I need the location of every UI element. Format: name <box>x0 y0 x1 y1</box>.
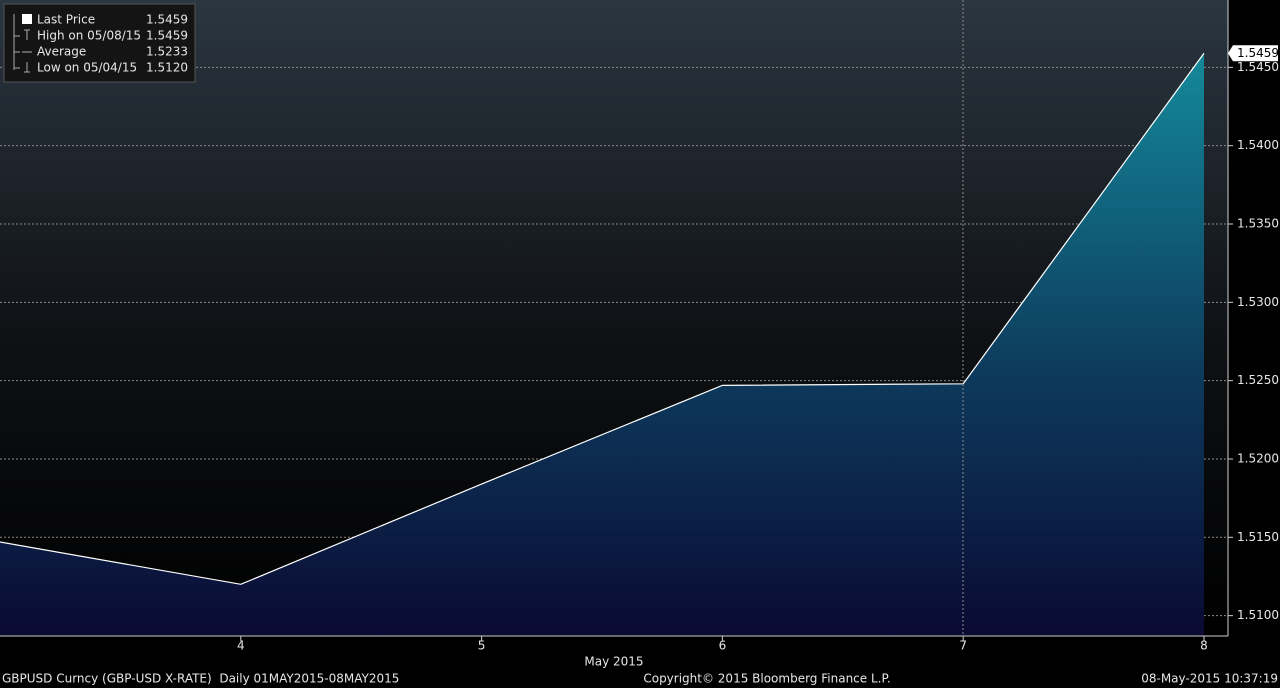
area-fill <box>0 53 1204 636</box>
x-tick-label: 6 <box>719 639 727 653</box>
x-tick-label: 8 <box>1200 639 1208 653</box>
legend: Last Price 1.5459 High on 05/08/15 1.545… <box>3 3 196 83</box>
footer-right: 08-May-2015 10:37:19 <box>1141 672 1278 686</box>
footer-left: GBPUSD Curncy (GBP-USD X-RATE) Daily 01M… <box>2 672 399 686</box>
legend-box <box>3 3 196 83</box>
x-axis-title: May 2015 <box>584 655 643 669</box>
x-tick-label: 5 <box>478 639 486 653</box>
legend-label: Average <box>37 45 86 59</box>
legend-icons <box>13 14 32 73</box>
legend-value: 1.5459 <box>146 13 188 27</box>
legend-value: 1.5120 <box>146 61 188 75</box>
price-line <box>0 52 1205 585</box>
y-tick-label: 1.5350 <box>1237 217 1279 231</box>
last-price-label: 1.5459 <box>1237 46 1279 60</box>
y-tick-label: 1.5150 <box>1237 530 1279 544</box>
x-tick-label: 4 <box>237 639 245 653</box>
legend-label: Last Price <box>37 13 95 27</box>
y-tick-label: 1.5100 <box>1237 608 1279 622</box>
footer-center: Copyright© 2015 Bloomberg Finance L.P. <box>643 672 890 686</box>
legend-label: High on 05/08/15 <box>37 29 141 43</box>
legend-label: Low on 05/04/15 <box>37 61 137 75</box>
y-tick-label: 1.5300 <box>1237 295 1279 309</box>
y-tick-label: 1.5250 <box>1237 373 1279 387</box>
y-tick-label: 1.5450 <box>1237 60 1279 74</box>
legend-value: 1.5459 <box>146 29 188 43</box>
legend-value: 1.5233 <box>146 45 188 59</box>
legend-swatch <box>22 14 32 24</box>
y-tick-label: 1.5200 <box>1237 451 1279 465</box>
y-tick-label: 1.5400 <box>1237 138 1279 152</box>
x-tick-label: 7 <box>959 639 967 653</box>
last-price-tag <box>1228 45 1278 62</box>
